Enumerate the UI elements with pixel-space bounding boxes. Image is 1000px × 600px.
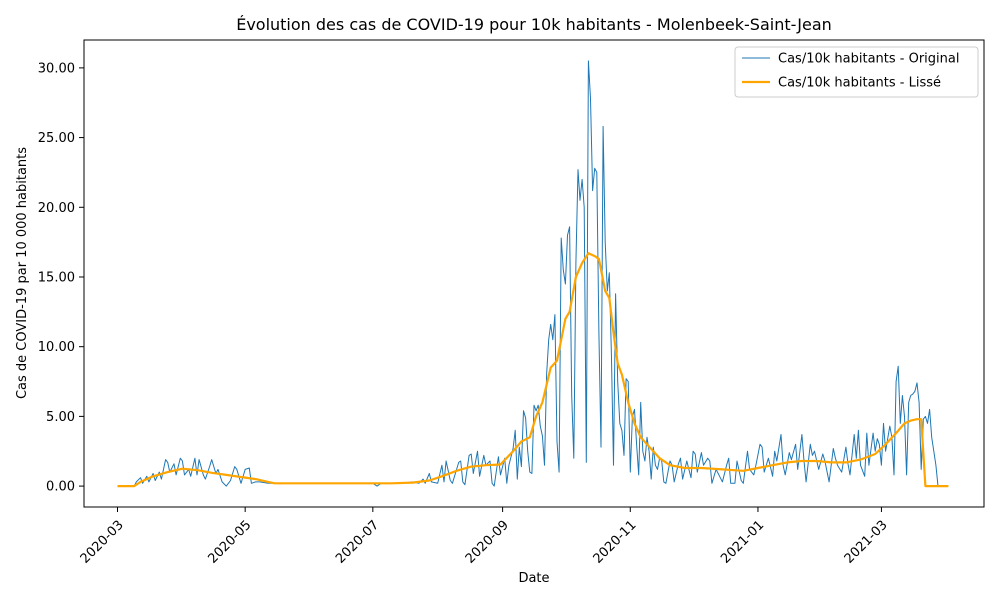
- legend: Cas/10k habitants - Original Cas/10k habi…: [734, 46, 979, 98]
- y-tick-label: 20.00: [38, 201, 75, 216]
- x-tick-label: 2020-11: [591, 518, 640, 567]
- y-axis-label: Cas de COVID-19 par 10 000 habitants: [15, 147, 30, 399]
- y-tick-label: 5.00: [46, 410, 75, 425]
- x-axis-label: Date: [518, 571, 549, 586]
- y-axis: 0.00 5.00 10.00 15.00 20.00 25.00 30.00: [38, 61, 84, 495]
- y-tick-label: 30.00: [38, 61, 75, 76]
- y-tick-label: 10.00: [38, 340, 75, 355]
- y-tick-label: 0.00: [46, 480, 75, 495]
- plot-area: [117, 60, 949, 488]
- x-tick-label: 2020-07: [333, 518, 382, 567]
- x-tick-label: 2020-05: [205, 518, 254, 567]
- series-line-1: [117, 60, 939, 487]
- y-tick-label: 15.00: [38, 270, 75, 285]
- x-tick-label: 2021-03: [842, 518, 891, 567]
- x-axis: 2020-03 2020-05 2020-07 2020-09 2020-11 2021-…: [78, 507, 891, 567]
- plot-frame: [83, 39, 985, 508]
- chart-title: Évolution des cas de COVID-19 pour 10k h…: [236, 15, 832, 34]
- legend-label: Cas/10k habitants - Original: [778, 52, 959, 67]
- y-tick-label: 25.00: [38, 131, 75, 146]
- legend-box: [734, 46, 979, 98]
- series-line-2: [117, 252, 949, 488]
- legend-label: Cas/10k habitants - Lissé: [778, 76, 941, 91]
- x-tick-label: 2020-09: [463, 518, 512, 567]
- x-tick-label: 2021-01: [718, 518, 767, 567]
- x-tick-label: 2020-03: [78, 518, 127, 567]
